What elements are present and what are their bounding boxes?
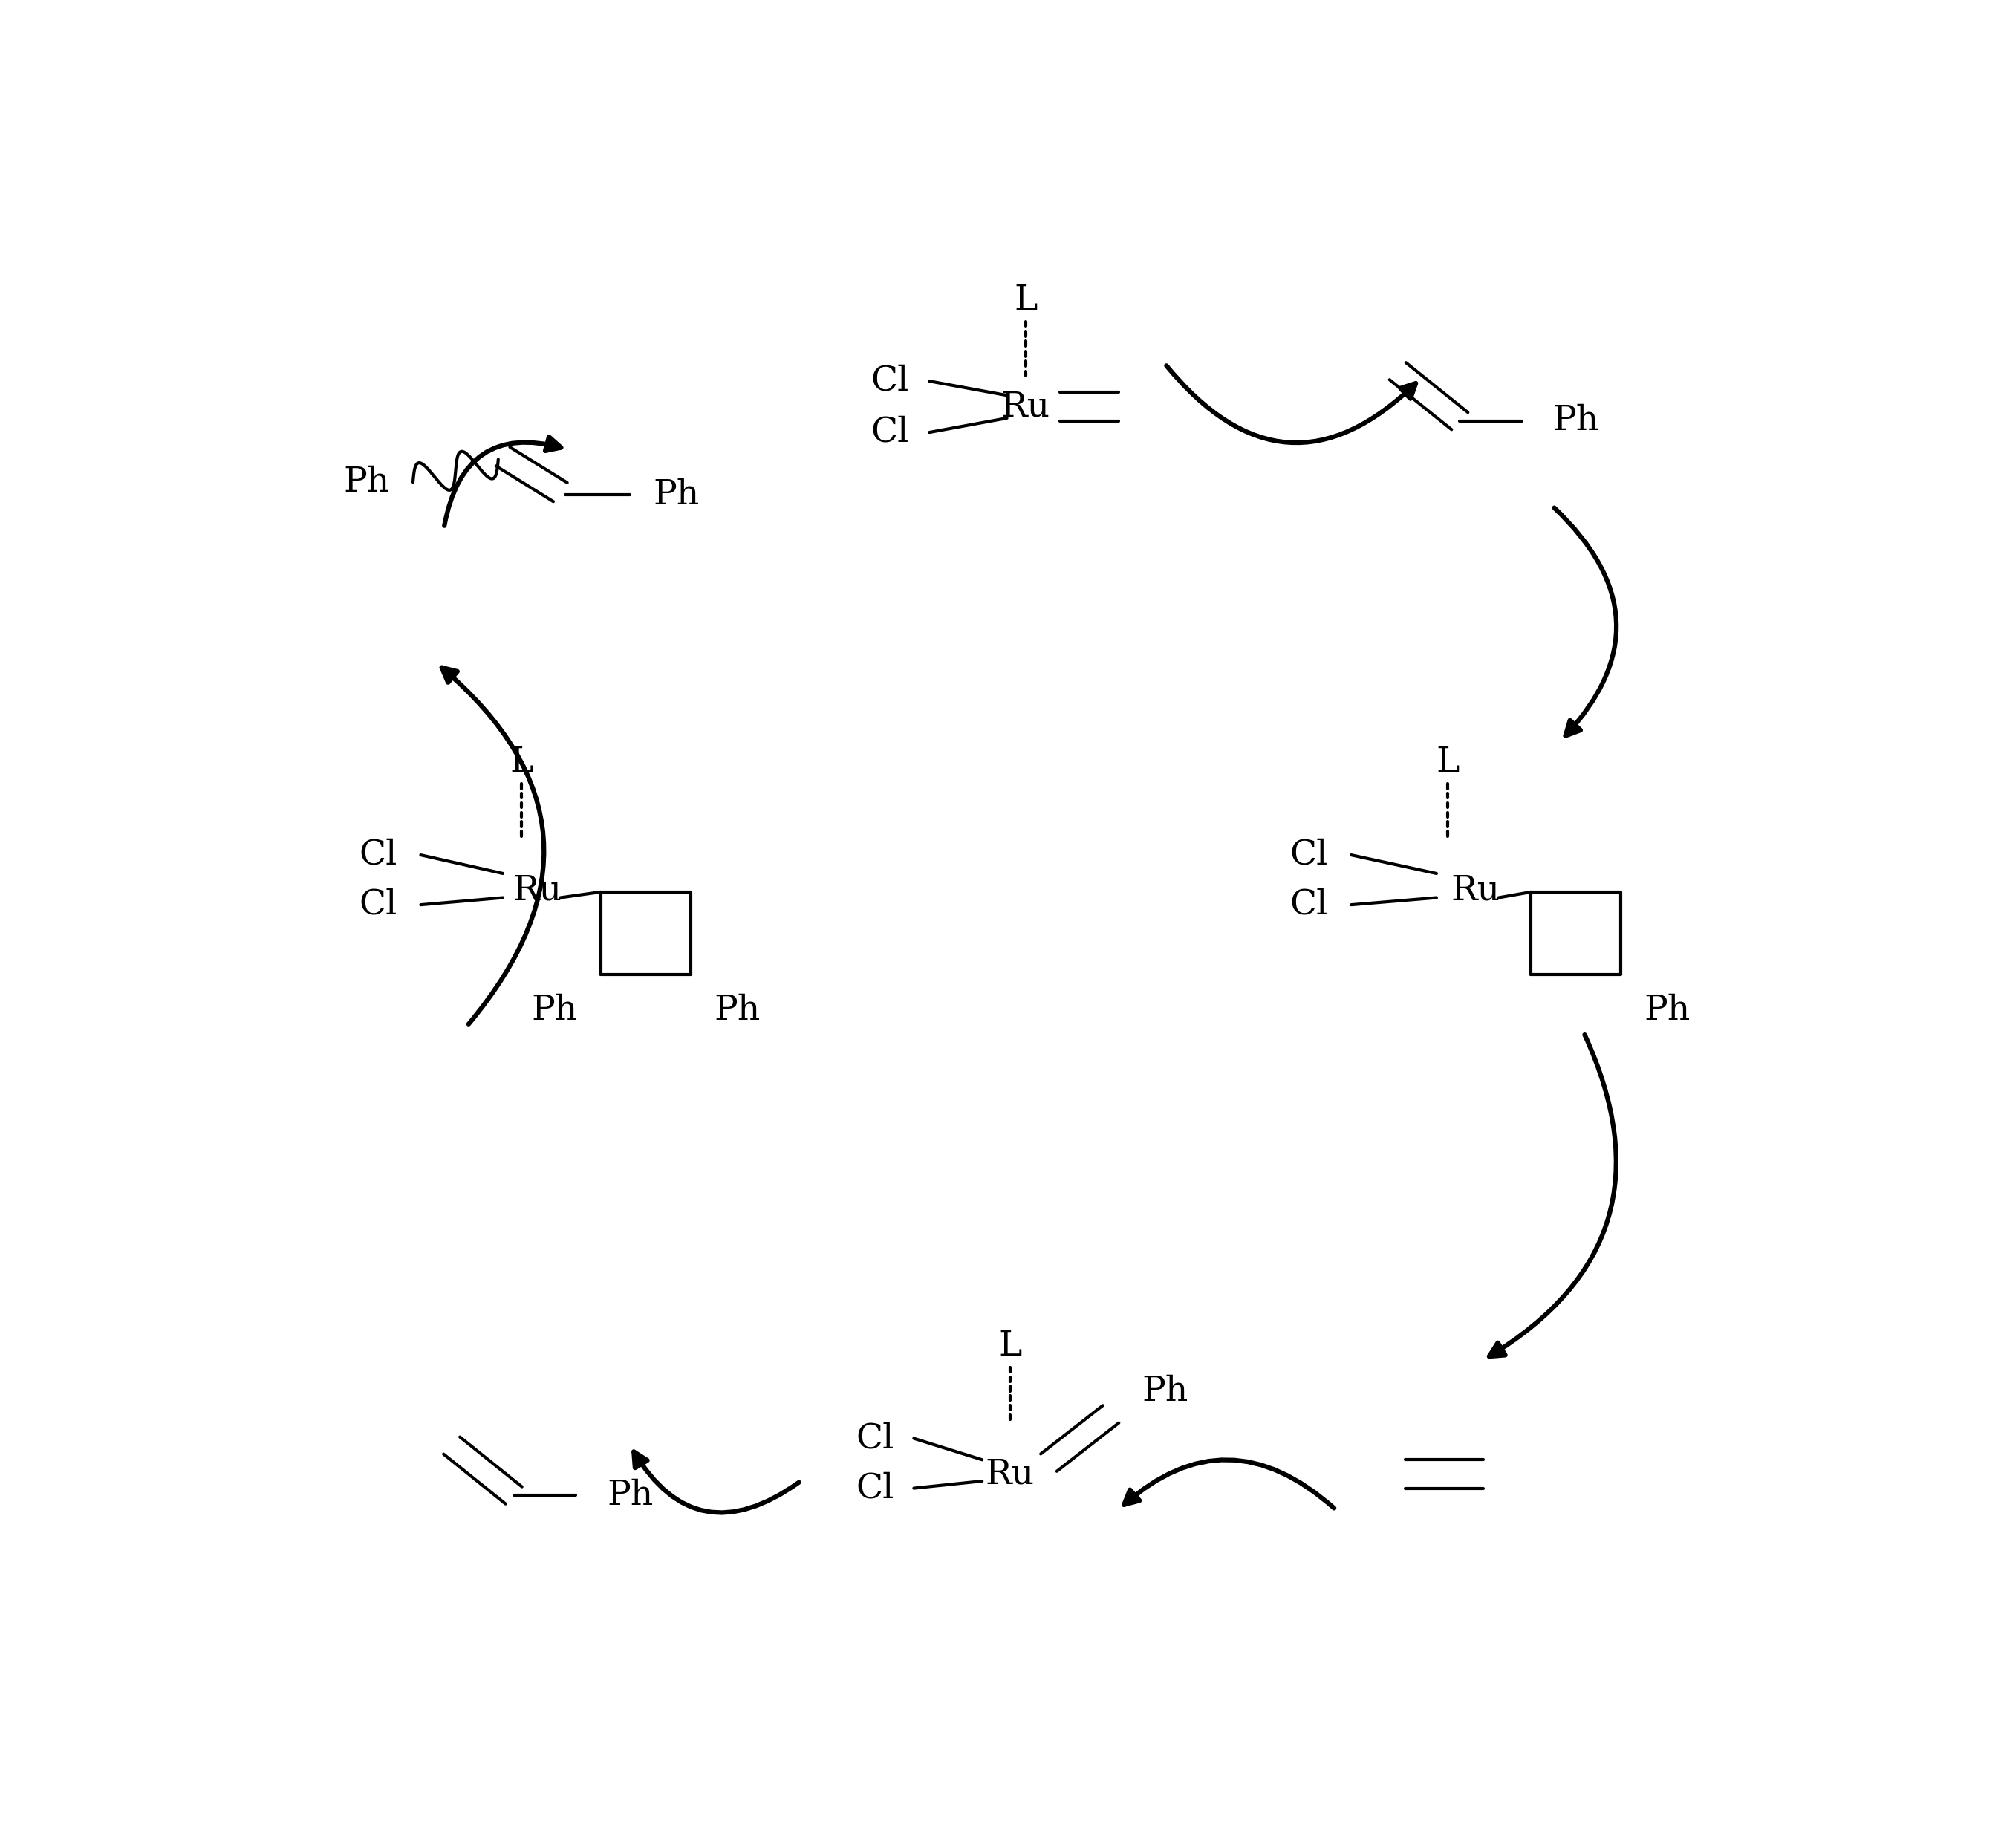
Text: Cl: Cl (1291, 839, 1329, 872)
Text: Ph: Ph (1553, 405, 1599, 438)
Text: Cl: Cl (870, 416, 908, 449)
Text: Ph: Ph (652, 479, 700, 512)
Text: Ph: Ph (530, 992, 578, 1027)
FancyArrowPatch shape (634, 1453, 798, 1514)
Text: Ru: Ru (984, 1458, 1035, 1491)
Text: Ph: Ph (344, 466, 390, 499)
Text: Cl: Cl (856, 1421, 894, 1454)
Text: Ph: Ph (714, 992, 760, 1027)
FancyArrowPatch shape (1555, 508, 1617, 736)
Text: Cl: Cl (360, 889, 398, 922)
FancyArrowPatch shape (442, 667, 544, 1024)
Text: Ph: Ph (606, 1478, 652, 1512)
FancyArrowPatch shape (1489, 1035, 1617, 1356)
Text: Cl: Cl (1291, 889, 1329, 922)
FancyArrowPatch shape (444, 436, 560, 525)
Text: Ph: Ph (1143, 1375, 1189, 1408)
FancyArrowPatch shape (1167, 366, 1417, 444)
Text: L: L (1435, 747, 1459, 780)
Text: Cl: Cl (360, 839, 398, 872)
FancyArrowPatch shape (1125, 1460, 1335, 1508)
Text: Cl: Cl (870, 364, 908, 397)
Text: Ru: Ru (1451, 874, 1501, 907)
Text: L: L (510, 747, 532, 780)
Text: Ph: Ph (1645, 992, 1691, 1027)
Text: Ru: Ru (512, 874, 562, 907)
Text: Ru: Ru (1000, 390, 1051, 423)
Text: Cl: Cl (856, 1471, 894, 1504)
Text: L: L (1015, 283, 1037, 316)
Text: L: L (998, 1329, 1023, 1362)
